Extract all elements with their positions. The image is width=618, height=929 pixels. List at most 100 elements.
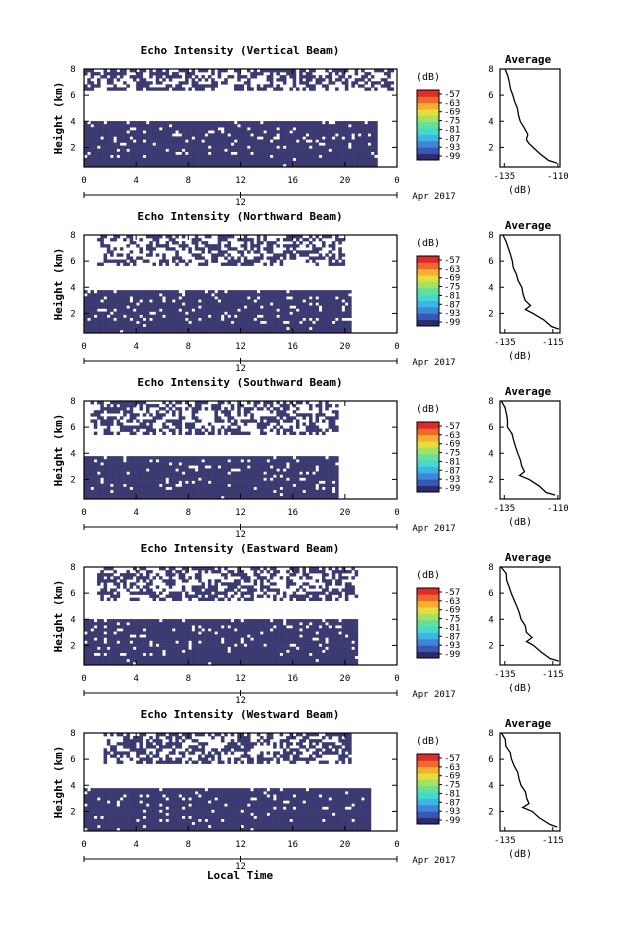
echo-cell bbox=[194, 238, 199, 242]
echo-cell bbox=[201, 486, 205, 491]
echo-cell bbox=[256, 145, 261, 149]
echo-cell bbox=[97, 262, 101, 266]
echo-cell bbox=[110, 127, 114, 131]
echo-cell bbox=[292, 471, 297, 475]
echo-cell bbox=[175, 84, 179, 88]
echo-cell bbox=[201, 250, 205, 254]
echo-cell bbox=[132, 124, 137, 128]
echo-cell bbox=[318, 124, 323, 128]
echo-cell bbox=[194, 416, 199, 420]
echo-cell bbox=[299, 290, 303, 294]
echo-cell bbox=[110, 314, 114, 318]
echo-cell bbox=[191, 323, 196, 328]
echo-cell bbox=[188, 72, 192, 76]
echo-cell bbox=[227, 326, 232, 331]
echo-cell bbox=[312, 492, 316, 497]
echo-cell bbox=[211, 259, 215, 263]
echo-cell bbox=[149, 480, 153, 484]
echo-cell bbox=[152, 456, 157, 460]
echo-cell bbox=[338, 133, 342, 137]
echo-cell bbox=[377, 69, 381, 73]
echo-cell bbox=[132, 628, 137, 632]
echo-cell bbox=[84, 619, 88, 623]
echo-cell bbox=[100, 661, 104, 666]
echo-cell bbox=[119, 492, 124, 497]
echo-cell bbox=[198, 87, 202, 91]
echo-cell bbox=[97, 637, 101, 641]
echo-cell bbox=[168, 308, 173, 312]
echo-cell bbox=[119, 661, 124, 666]
echo-cell bbox=[155, 462, 160, 466]
echo-cell bbox=[142, 160, 147, 165]
echo-cell bbox=[126, 308, 130, 312]
date-label: Apr 2017 bbox=[412, 358, 455, 368]
echo-cell bbox=[152, 474, 157, 478]
x-tick-label: 0 bbox=[394, 508, 399, 518]
echo-cell bbox=[129, 474, 134, 478]
echo-cell bbox=[149, 465, 153, 469]
echo-cell bbox=[90, 293, 95, 297]
echo-cell bbox=[237, 72, 241, 76]
echo-cell bbox=[335, 428, 339, 432]
echo-cell bbox=[364, 154, 368, 159]
echo-cell bbox=[233, 299, 238, 303]
colorbar-tick-label: -87 bbox=[444, 134, 460, 144]
echo-cell bbox=[338, 151, 342, 156]
echo-cell bbox=[322, 148, 326, 152]
echo-cell bbox=[217, 290, 222, 294]
echo-cell bbox=[132, 631, 137, 635]
echo-cell bbox=[172, 151, 176, 156]
echo-cell bbox=[289, 244, 293, 248]
echo-cell bbox=[269, 148, 274, 152]
echo-cell bbox=[132, 649, 137, 654]
echo-cell bbox=[335, 413, 339, 417]
echo-cell bbox=[318, 329, 323, 334]
echo-cell bbox=[292, 121, 297, 125]
echo-cell bbox=[224, 459, 228, 463]
echo-cell bbox=[214, 486, 218, 491]
echo-cell bbox=[217, 163, 222, 168]
echo-cell bbox=[100, 579, 104, 583]
echo-cell bbox=[289, 401, 293, 405]
average-y-tick-label: 6 bbox=[488, 91, 493, 101]
echo-cell bbox=[354, 163, 359, 168]
echo-cell bbox=[113, 483, 117, 488]
echo-cell bbox=[331, 329, 336, 334]
echo-cell bbox=[351, 139, 355, 143]
echo-cell bbox=[145, 299, 150, 303]
echo-cell bbox=[188, 480, 192, 484]
echo-cell bbox=[312, 163, 316, 168]
echo-cell bbox=[87, 87, 91, 91]
echo-cell bbox=[158, 157, 163, 162]
echo-cell bbox=[318, 311, 323, 315]
echo-cell bbox=[129, 597, 134, 601]
echo-cell bbox=[172, 293, 176, 297]
echo-cell bbox=[273, 302, 277, 306]
echo-cell bbox=[227, 468, 232, 472]
colorbar-band bbox=[417, 294, 439, 301]
echo-cell bbox=[312, 75, 316, 79]
echo-cell bbox=[129, 428, 134, 432]
echo-cell bbox=[318, 489, 323, 494]
echo-cell bbox=[110, 637, 114, 641]
echo-cell bbox=[139, 302, 143, 306]
echo-cell bbox=[253, 419, 258, 423]
echo-cell bbox=[84, 471, 88, 475]
echo-cell bbox=[322, 84, 326, 88]
echo-cell bbox=[286, 235, 290, 239]
echo-cell bbox=[361, 160, 365, 165]
echo-cell bbox=[165, 459, 170, 463]
echo-cell bbox=[243, 142, 248, 146]
echo-cell bbox=[87, 622, 91, 626]
echo-cell bbox=[266, 422, 271, 426]
echo-cell bbox=[299, 326, 303, 331]
echo-cell bbox=[194, 323, 199, 328]
echo-cell bbox=[299, 130, 303, 134]
echo-cell bbox=[273, 462, 277, 466]
echo-cell bbox=[344, 133, 349, 137]
colorbar-tick-label: -57 bbox=[444, 256, 460, 266]
echo-cell bbox=[266, 124, 271, 128]
echo-cell bbox=[103, 124, 108, 128]
echo-cell bbox=[194, 235, 199, 239]
echo-cell bbox=[273, 299, 277, 303]
